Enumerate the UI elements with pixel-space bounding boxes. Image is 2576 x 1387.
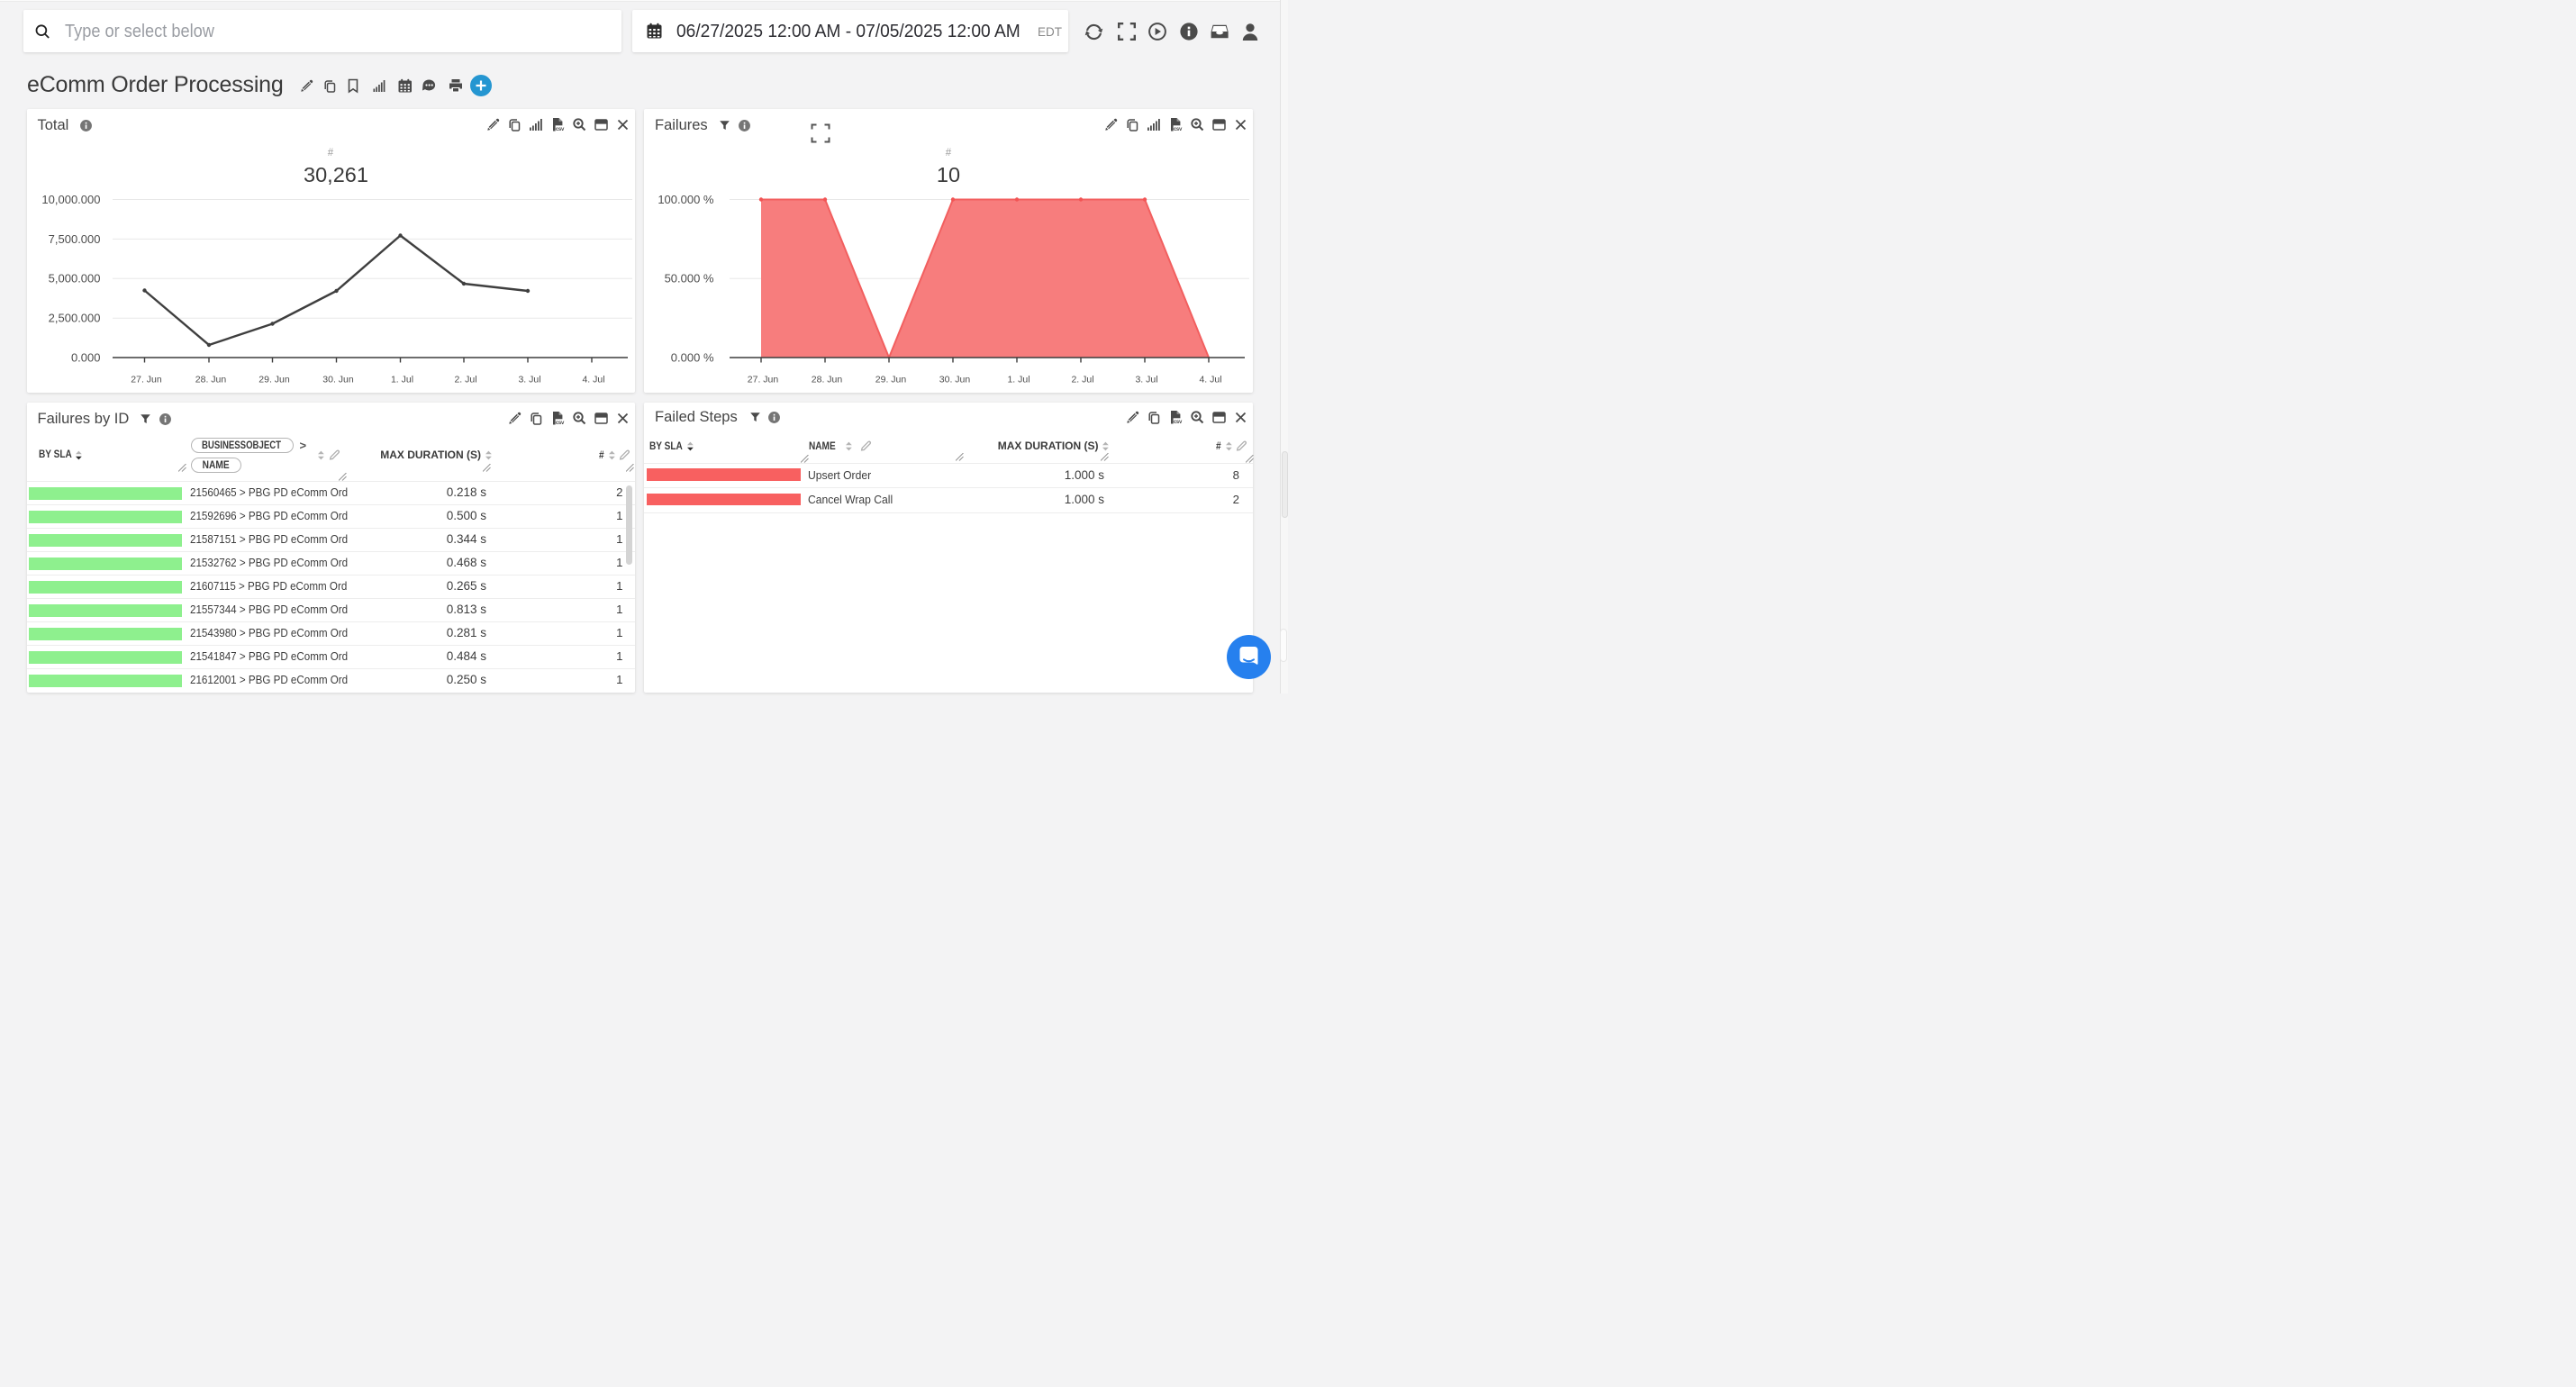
svg-text:2. Jul: 2. Jul — [454, 374, 476, 385]
svg-text:2,500.000: 2,500.000 — [48, 311, 100, 324]
svg-text:0.000 %: 0.000 % — [671, 350, 714, 364]
svg-text:1. Jul: 1. Jul — [1007, 374, 1029, 385]
svg-text:100.000 %: 100.000 % — [658, 193, 714, 206]
svg-text:10,000.000: 10,000.000 — [41, 193, 100, 206]
svg-text:3. Jul: 3. Jul — [1135, 374, 1157, 385]
svg-text:28. Jun: 28. Jun — [195, 374, 226, 385]
svg-text:30. Jun: 30. Jun — [939, 374, 971, 385]
svg-text:29. Jun: 29. Jun — [875, 374, 907, 385]
svg-text:4. Jul: 4. Jul — [1199, 374, 1221, 385]
svg-text:0.000: 0.000 — [70, 350, 100, 364]
svg-text:29. Jun: 29. Jun — [259, 374, 290, 385]
svg-text:2. Jul: 2. Jul — [1071, 374, 1093, 385]
svg-text:50.000 %: 50.000 % — [665, 271, 714, 285]
svg-text:4. Jul: 4. Jul — [582, 374, 604, 385]
svg-text:7,500.000: 7,500.000 — [48, 231, 100, 245]
svg-text:5,000.000: 5,000.000 — [48, 271, 100, 285]
svg-text:28. Jun: 28. Jun — [812, 374, 843, 385]
svg-text:30. Jun: 30. Jun — [322, 374, 354, 385]
svg-text:27. Jun: 27. Jun — [748, 374, 779, 385]
svg-text:27. Jun: 27. Jun — [131, 374, 162, 385]
svg-text:3. Jul: 3. Jul — [518, 374, 540, 385]
svg-text:1. Jul: 1. Jul — [390, 374, 413, 385]
